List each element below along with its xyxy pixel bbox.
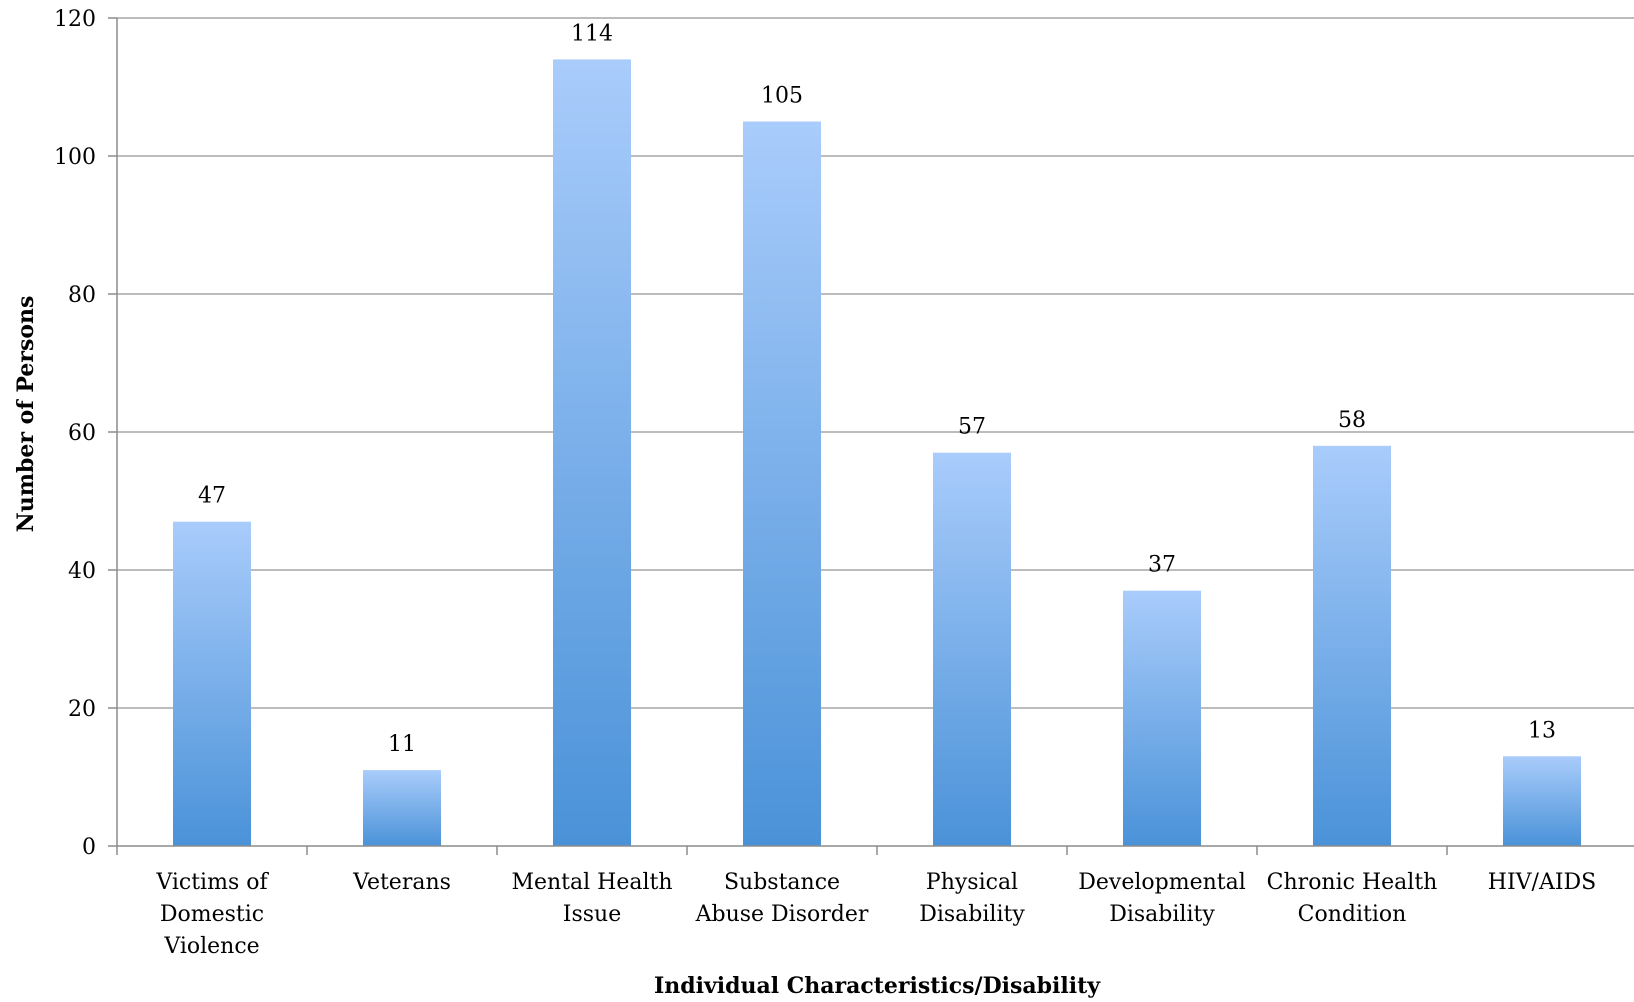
bar-2 — [553, 59, 631, 846]
data-label-7: 13 — [1528, 718, 1556, 743]
y-tick-label-5: 100 — [54, 145, 96, 170]
category-label-1: Veterans — [352, 870, 451, 895]
bar-3 — [743, 121, 821, 846]
category-label-7: HIV/AIDS — [1488, 870, 1596, 895]
data-label-5: 37 — [1148, 553, 1176, 578]
category-label-5: Developmental Disability — [1078, 870, 1246, 927]
y-tick-label-0: 0 — [82, 835, 96, 860]
x-axis-title: Individual Characteristics/Disability — [654, 973, 1101, 999]
gridlines — [117, 17, 1634, 709]
axes — [108, 17, 1634, 855]
data-label-2: 114 — [571, 21, 613, 46]
y-tick-label-6: 120 — [54, 7, 96, 32]
y-axis-title: Number of Persons — [13, 296, 39, 533]
data-label-0: 47 — [198, 484, 226, 509]
bar-0 — [173, 521, 251, 846]
data-label-1: 11 — [388, 732, 416, 757]
y-tick-label-1: 20 — [68, 697, 96, 722]
category-label-6: Chronic Health Condition — [1267, 870, 1438, 927]
bar-7 — [1503, 756, 1581, 846]
bars — [173, 59, 1581, 846]
category-label-2: Mental Health Issue — [511, 870, 672, 927]
data-label-3: 105 — [761, 84, 803, 109]
bar-5 — [1123, 590, 1201, 846]
bar-1 — [363, 770, 441, 846]
y-tick-label-4: 80 — [68, 283, 96, 308]
labels: 0 20 40 60 80 100 120 47 Victims of Domestic Viole… — [54, 7, 1596, 959]
category-label-0: Victims of Domestic Violence — [155, 870, 269, 959]
bar-6 — [1313, 445, 1391, 846]
y-tick-label-3: 60 — [68, 421, 96, 446]
y-tick-label-2: 40 — [68, 559, 96, 584]
category-label-3: Substance Abuse Disorder — [695, 870, 869, 927]
data-label-4: 57 — [958, 415, 986, 440]
data-label-6: 58 — [1338, 408, 1366, 433]
bar-4 — [933, 452, 1011, 846]
category-label-4: Physical Disability — [919, 870, 1025, 927]
